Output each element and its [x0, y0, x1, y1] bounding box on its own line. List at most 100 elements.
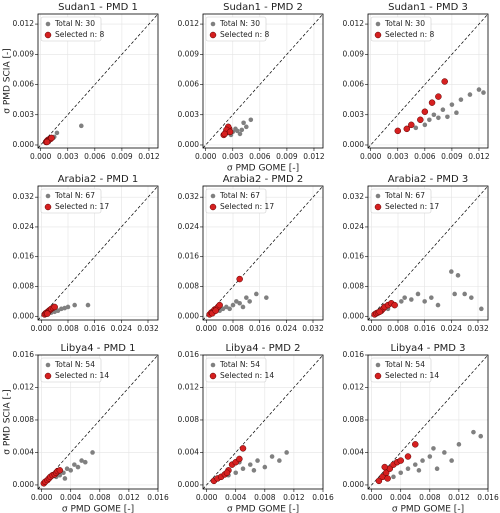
point	[402, 295, 407, 300]
x-tick-label: 0.004	[390, 493, 412, 502]
legend-label: Total N: 54	[219, 360, 260, 369]
point	[237, 131, 243, 137]
point	[236, 455, 243, 463]
point	[284, 450, 289, 455]
point	[251, 468, 257, 473]
plot-frame	[367, 185, 489, 321]
point	[241, 120, 246, 126]
point	[255, 458, 260, 463]
x-tick-label: 0.009	[111, 152, 133, 161]
y-tick-label: 0.016	[343, 252, 365, 261]
x-tick-label: 0.000	[360, 152, 382, 161]
point	[248, 117, 254, 123]
legend-label: Selected n: 8	[385, 30, 435, 39]
point	[239, 127, 245, 133]
x-tick-label: 0.004	[225, 493, 247, 502]
point	[478, 433, 484, 439]
y-tick-label: 0.016	[13, 252, 35, 261]
x-tick-label: 0.024	[111, 324, 133, 333]
x-tick-label: 0.000	[31, 493, 53, 502]
point	[239, 445, 247, 452]
point	[449, 269, 454, 274]
point	[416, 468, 422, 473]
y-tick-label: 0.000	[13, 480, 35, 489]
plot-frame	[37, 354, 159, 490]
x-tick-label: 0.000	[31, 324, 53, 333]
y-tick-label: 0.016	[13, 350, 35, 359]
point	[56, 467, 64, 474]
plot-frame	[202, 13, 324, 149]
point	[399, 299, 404, 304]
point	[43, 138, 51, 146]
y-tick-label: 0.008	[13, 415, 35, 424]
point	[435, 93, 442, 100]
legend-box	[40, 357, 102, 383]
y-tick-label: 0.016	[343, 350, 365, 359]
x-tick-label: 0.016	[414, 324, 436, 333]
point	[277, 458, 282, 463]
legend-label: Selected n: 17	[220, 202, 274, 211]
x-tick-label: 0.008	[254, 493, 276, 502]
y-tick-label: 0.012	[13, 19, 35, 28]
point	[79, 123, 84, 129]
point	[452, 291, 457, 297]
y-tick-label: 0.000	[178, 311, 200, 320]
plot-frame	[367, 13, 489, 149]
y-tick-label: 0.016	[178, 350, 200, 359]
legend-label: Total N: 54	[54, 360, 95, 369]
legend-marker	[45, 21, 51, 27]
x-axis-label: σ PMD GOME [-]	[62, 505, 134, 513]
point	[442, 450, 447, 455]
point	[449, 458, 454, 463]
x-tick-label: 0.008	[419, 493, 441, 502]
point	[244, 295, 249, 300]
legend-marker	[44, 31, 52, 39]
point	[445, 114, 450, 120]
x-tick-label: 0.012	[118, 493, 140, 502]
x-tick-label: 0.012	[138, 152, 160, 161]
y-tick-label: 0.004	[13, 447, 35, 456]
point	[417, 116, 424, 124]
y-tick-label: 0.006	[343, 80, 365, 89]
legend-label: Selected n: 8	[55, 30, 105, 39]
legend-box	[370, 357, 432, 383]
point	[240, 466, 246, 471]
x-tick-label: 0.008	[57, 324, 79, 333]
point	[409, 297, 414, 302]
point	[454, 110, 459, 116]
point	[212, 307, 219, 314]
point	[223, 469, 231, 477]
y-tick-label: 0.008	[178, 282, 200, 291]
point	[428, 99, 436, 106]
x-tick-label: 0.012	[283, 493, 305, 502]
point	[429, 295, 434, 300]
plot-frame	[37, 185, 159, 321]
x-tick-label: 0.024	[441, 324, 463, 333]
point	[216, 301, 223, 309]
point	[456, 442, 462, 447]
y-tick-label: 0.009	[343, 49, 365, 58]
point	[415, 291, 421, 297]
x-tick-label: 0.032	[467, 324, 489, 333]
point	[397, 457, 404, 464]
point	[384, 475, 391, 482]
point	[44, 310, 51, 317]
y-tick-label: 0.006	[178, 80, 200, 89]
plot-frame	[202, 354, 324, 490]
x-tick-label: 0.006	[249, 152, 271, 161]
legend-label: Total N: 67	[219, 191, 260, 200]
panel-title: Arabia2 - PMD 2	[223, 174, 304, 185]
x-tick-label: 0.000	[30, 152, 52, 161]
point	[85, 302, 91, 308]
x-tick-label: 0.008	[387, 324, 409, 333]
x-axis-label: σ PMD GOME [-]	[227, 505, 299, 513]
point	[54, 130, 60, 136]
x-tick-label: 0.003	[222, 152, 244, 161]
point	[431, 446, 436, 451]
point	[479, 306, 484, 312]
legend-box	[205, 16, 267, 42]
y-tick-label: 0.024	[343, 222, 365, 231]
x-tick-label: 0.000	[196, 324, 218, 333]
x-tick-label: 0.012	[448, 493, 470, 502]
point	[233, 126, 238, 132]
